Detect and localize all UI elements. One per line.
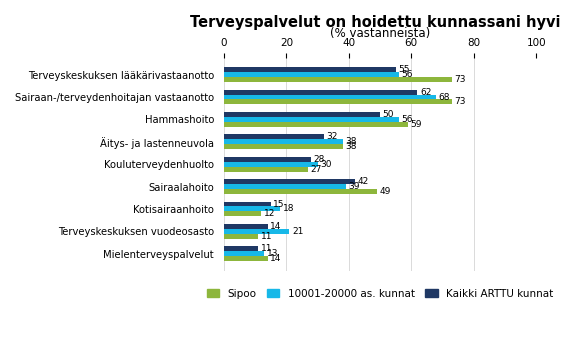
Bar — [224, 72, 399, 77]
Title: Terveyspalvelut on hoidettu kunnassani hyvin: Terveyspalvelut on hoidettu kunnassani h… — [190, 15, 561, 30]
Text: 73: 73 — [454, 97, 466, 106]
Text: 56: 56 — [401, 70, 413, 79]
Bar — [224, 144, 343, 149]
Text: 55: 55 — [398, 65, 410, 74]
Bar — [224, 157, 311, 162]
Text: 73: 73 — [454, 75, 466, 84]
Bar — [224, 90, 417, 95]
Text: 38: 38 — [345, 142, 357, 151]
Bar — [224, 166, 308, 172]
Bar — [224, 67, 396, 72]
Bar — [224, 99, 452, 105]
Text: 56: 56 — [401, 115, 413, 124]
Legend: Sipoo, 10001-20000 as. kunnat, Kaikki ARTTU kunnat: Sipoo, 10001-20000 as. kunnat, Kaikki AR… — [203, 284, 558, 303]
Bar — [224, 179, 355, 184]
Text: 13: 13 — [267, 249, 278, 258]
Text: 68: 68 — [439, 93, 450, 101]
Text: (% vastanneista): (% vastanneista) — [330, 28, 430, 41]
Bar — [224, 162, 318, 166]
Text: 14: 14 — [270, 254, 282, 263]
Bar — [224, 189, 377, 194]
Text: 59: 59 — [411, 120, 422, 129]
Bar — [224, 184, 346, 189]
Bar — [224, 122, 408, 127]
Text: 28: 28 — [314, 155, 325, 164]
Bar — [224, 246, 258, 251]
Text: 21: 21 — [292, 227, 304, 236]
Text: 11: 11 — [261, 244, 272, 253]
Text: 42: 42 — [357, 177, 369, 186]
Text: 39: 39 — [348, 182, 360, 191]
Bar — [224, 212, 261, 216]
Bar — [224, 112, 380, 117]
Bar — [224, 206, 280, 212]
Text: 14: 14 — [270, 222, 282, 231]
Text: 30: 30 — [320, 160, 332, 169]
Bar — [224, 77, 452, 82]
Bar — [224, 202, 271, 206]
Bar — [224, 256, 268, 261]
Bar — [224, 224, 268, 229]
Text: 15: 15 — [273, 200, 284, 208]
Text: 12: 12 — [264, 209, 275, 218]
Bar — [224, 95, 436, 99]
Text: 18: 18 — [283, 204, 294, 213]
Text: 50: 50 — [383, 110, 394, 119]
Bar — [224, 117, 399, 122]
Bar — [224, 135, 324, 139]
Bar — [224, 251, 264, 256]
Bar — [224, 139, 343, 144]
Bar — [224, 234, 258, 239]
Bar — [224, 229, 289, 234]
Text: 11: 11 — [261, 232, 272, 241]
Text: 32: 32 — [327, 132, 338, 141]
Text: 49: 49 — [379, 187, 391, 196]
Text: 62: 62 — [420, 88, 431, 97]
Text: 27: 27 — [311, 164, 322, 174]
Text: 38: 38 — [345, 137, 357, 146]
